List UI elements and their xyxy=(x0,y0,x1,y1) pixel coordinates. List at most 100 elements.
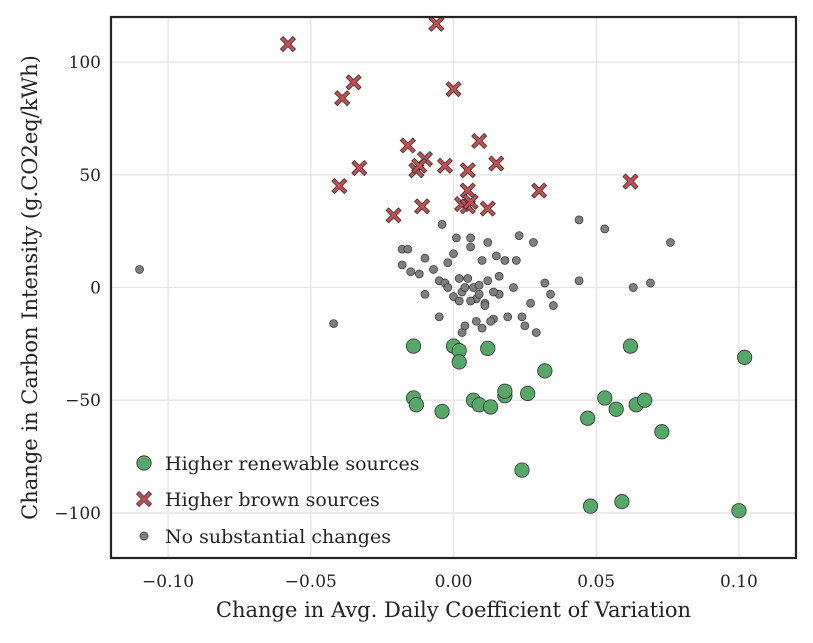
ticks-layer: −0.10 −0.05 0.00 0.05 0.10 −100 −50 0 50 100 xyxy=(54,53,758,592)
legend-marker xyxy=(139,531,149,541)
data-point xyxy=(477,323,487,333)
data-point xyxy=(460,283,470,292)
legend-marker xyxy=(136,455,152,471)
data-point xyxy=(436,157,454,174)
x-tick-label: 0.00 xyxy=(435,572,473,592)
data-point xyxy=(514,231,524,241)
data-point xyxy=(466,233,475,243)
data-point xyxy=(520,385,536,402)
data-point xyxy=(385,207,402,224)
data-point xyxy=(454,296,464,306)
data-point xyxy=(497,383,513,399)
data-point xyxy=(399,137,416,154)
data-point xyxy=(503,312,513,322)
grid-layer xyxy=(111,17,796,558)
data-point xyxy=(574,276,584,286)
data-point xyxy=(443,283,453,292)
x-tick-label: 0.05 xyxy=(577,572,615,592)
series-2 xyxy=(135,215,675,337)
data-point xyxy=(345,74,362,91)
data-point xyxy=(622,173,639,190)
data-point xyxy=(517,312,527,322)
data-point xyxy=(628,283,638,292)
data-point xyxy=(546,289,555,299)
data-point xyxy=(414,198,431,215)
data-point xyxy=(443,258,453,268)
data-point xyxy=(537,363,553,379)
data-point xyxy=(574,215,584,225)
data-point xyxy=(329,319,338,328)
data-point xyxy=(403,244,413,254)
data-point xyxy=(622,338,639,354)
data-point xyxy=(454,274,464,283)
data-point xyxy=(451,354,467,370)
data-point xyxy=(529,238,538,247)
data-point xyxy=(582,498,599,514)
data-point xyxy=(406,267,416,277)
data-point xyxy=(463,274,473,283)
data-point xyxy=(597,390,613,406)
x-tick-label: −0.10 xyxy=(142,572,194,592)
data-point xyxy=(279,35,297,53)
y-tick-label: 50 xyxy=(79,166,101,186)
y-tick-label: 100 xyxy=(69,53,101,73)
data-point xyxy=(460,321,470,331)
data-point xyxy=(437,220,447,229)
data-point xyxy=(452,233,461,243)
data-point xyxy=(520,321,530,331)
data-point xyxy=(449,249,458,259)
data-point xyxy=(351,159,368,177)
data-point xyxy=(486,316,495,326)
data-point xyxy=(731,503,747,519)
data-point xyxy=(429,265,438,274)
data-point xyxy=(494,271,504,281)
data-point xyxy=(549,301,558,310)
data-point xyxy=(459,162,476,179)
y-tick-label: −50 xyxy=(65,391,101,411)
data-point xyxy=(397,260,407,270)
data-point xyxy=(445,81,462,98)
data-point xyxy=(420,253,430,263)
y-tick-label: −100 xyxy=(54,504,101,524)
data-point xyxy=(483,238,493,247)
plot-frame xyxy=(109,15,798,560)
data-point xyxy=(408,397,424,413)
data-point xyxy=(526,298,535,308)
data-point xyxy=(614,494,630,510)
data-point xyxy=(514,462,530,478)
data-point xyxy=(637,392,653,408)
data-point xyxy=(654,424,670,440)
data-point xyxy=(474,289,484,299)
x-tick-label: 0.10 xyxy=(720,572,758,592)
data-point xyxy=(489,287,498,297)
data-point xyxy=(474,280,484,290)
data-point xyxy=(491,251,501,261)
y-tick-label: 0 xyxy=(90,279,101,299)
data-point xyxy=(531,182,548,199)
data-point xyxy=(580,410,596,426)
data-point xyxy=(477,256,487,265)
data-point xyxy=(462,193,479,210)
legend-label: Higher renewable sources xyxy=(165,453,419,475)
data-point xyxy=(540,278,550,288)
legend-label: No substantial changes xyxy=(165,526,391,548)
data-point xyxy=(500,256,510,265)
data-point xyxy=(334,90,351,107)
data-point xyxy=(449,292,458,301)
data-point xyxy=(428,15,445,32)
series-1 xyxy=(279,15,639,224)
data-point xyxy=(600,224,610,234)
points-layer xyxy=(135,15,753,519)
data-point xyxy=(434,403,450,420)
data-point xyxy=(405,338,422,354)
y-axis-title: Change in Carbon Intensity (g.CO2eq/kWh) xyxy=(18,55,42,520)
x-axis-title: Change in Avg. Daily Coefficient of Vari… xyxy=(216,598,691,622)
data-point xyxy=(135,265,144,274)
x-tick-label: −0.05 xyxy=(285,572,337,592)
data-point xyxy=(483,399,499,415)
data-point xyxy=(479,200,496,217)
data-point xyxy=(411,157,428,174)
data-point xyxy=(483,276,493,286)
data-point xyxy=(414,269,424,279)
